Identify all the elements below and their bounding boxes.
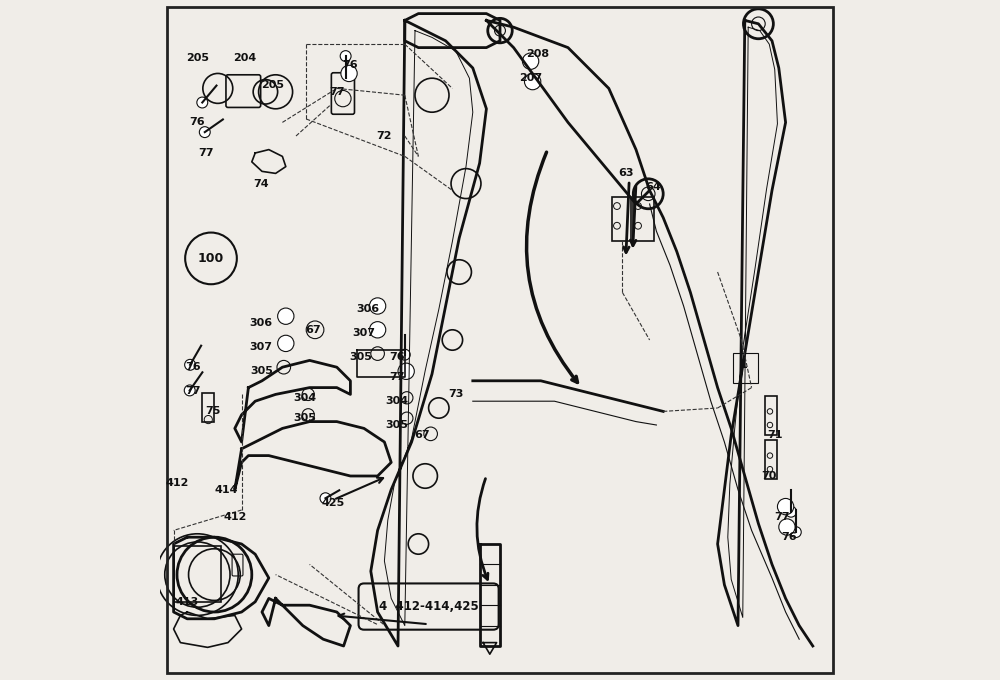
Text: 77: 77	[774, 512, 790, 522]
Text: 63: 63	[618, 169, 634, 178]
Text: 70: 70	[761, 471, 776, 481]
Text: 412: 412	[165, 478, 189, 488]
Circle shape	[399, 350, 410, 360]
Text: 71: 71	[768, 430, 783, 440]
Text: 100: 100	[198, 252, 224, 265]
Text: 67: 67	[414, 430, 430, 440]
Text: 307: 307	[352, 328, 376, 338]
Text: 306: 306	[249, 318, 272, 328]
Text: 414: 414	[215, 485, 238, 494]
Text: 412: 412	[223, 512, 246, 522]
Circle shape	[786, 506, 796, 517]
Text: 305: 305	[385, 420, 408, 430]
Circle shape	[369, 322, 386, 338]
Circle shape	[790, 526, 801, 537]
Circle shape	[524, 73, 541, 90]
Circle shape	[184, 385, 195, 396]
Text: 307: 307	[249, 342, 272, 352]
Circle shape	[341, 65, 357, 82]
Text: 305: 305	[349, 352, 372, 362]
Text: 74: 74	[253, 179, 268, 188]
Circle shape	[369, 298, 386, 314]
Text: 77: 77	[198, 148, 214, 158]
Circle shape	[320, 493, 331, 504]
Text: 77: 77	[329, 87, 345, 97]
Text: 73: 73	[448, 390, 463, 399]
Text: 304: 304	[293, 393, 316, 403]
Text: 76: 76	[343, 60, 358, 69]
Circle shape	[199, 126, 210, 137]
Text: 64: 64	[645, 182, 661, 192]
Circle shape	[398, 363, 414, 379]
Circle shape	[197, 97, 208, 108]
Text: 305: 305	[251, 366, 273, 375]
Circle shape	[278, 335, 294, 352]
Text: 67: 67	[305, 325, 321, 335]
Circle shape	[278, 308, 294, 324]
Text: 413: 413	[176, 597, 199, 607]
Text: 207: 207	[519, 73, 542, 83]
Text: 72: 72	[377, 131, 392, 141]
Text: 204: 204	[233, 53, 257, 63]
Text: 305: 305	[293, 413, 316, 423]
Text: 76: 76	[185, 362, 200, 372]
Text: 205: 205	[186, 53, 209, 63]
Text: 425: 425	[322, 498, 345, 508]
Text: 306: 306	[356, 305, 379, 314]
Text: 304: 304	[385, 396, 408, 406]
Circle shape	[777, 498, 794, 515]
Text: 1: 1	[740, 360, 747, 370]
Text: 208: 208	[526, 50, 549, 59]
Text: 76: 76	[781, 532, 797, 542]
Text: 4  412-414,425: 4 412-414,425	[379, 600, 478, 613]
Circle shape	[779, 519, 795, 535]
Text: 76: 76	[190, 118, 205, 127]
Circle shape	[522, 53, 539, 69]
Text: 75: 75	[205, 407, 221, 416]
Circle shape	[340, 51, 351, 62]
Circle shape	[185, 359, 196, 370]
Text: 205: 205	[261, 80, 284, 90]
Text: 76: 76	[389, 352, 404, 362]
Text: 77: 77	[389, 373, 404, 382]
Text: 77: 77	[185, 386, 200, 396]
